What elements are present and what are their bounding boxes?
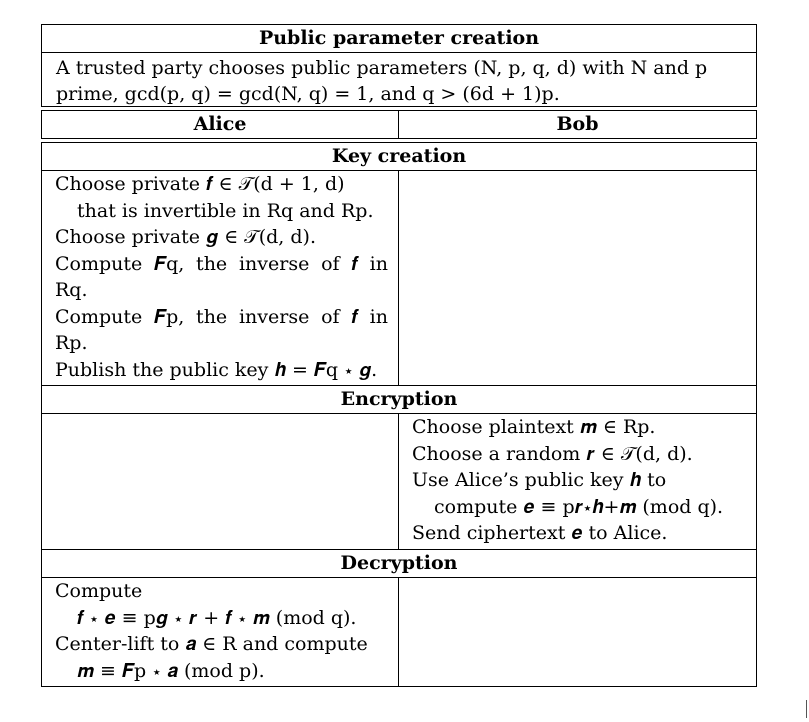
alice-header: Alice xyxy=(42,111,399,138)
public-parameter-title: Public parameter creation xyxy=(42,25,756,53)
key-creation-row: Choose private 𝒇 ∈ 𝒯(d + 1, d) that is i… xyxy=(42,171,756,386)
encryption-title: Encryption xyxy=(42,386,756,414)
dec-line: Center-lift to 𝒂 ∈ R and compute xyxy=(55,633,368,655)
dec-line: 𝒇 ⋆ 𝒆 ≡ p𝒈 ⋆ 𝒓 + 𝒇 ⋆ 𝒎 (mod q). xyxy=(77,606,357,629)
enc-line: Send ciphertext 𝒆 to Alice. xyxy=(412,522,668,544)
decryption-bob-cell xyxy=(399,578,756,687)
enc-line: Choose plaintext 𝒎 ∈ Rp. xyxy=(412,416,656,438)
public-parameter-line-2: prime, gcd(p, q) = gcd(N, q) = 1, and q … xyxy=(56,83,560,105)
public-parameter-box: Public parameter creation A trusted part… xyxy=(41,24,757,107)
enc-line: Use Alice’s public key 𝒉 to xyxy=(412,469,667,491)
key-line: Publish the public key 𝒉 = 𝑭q ⋆ 𝒈. xyxy=(55,358,378,381)
key-line: Rq. xyxy=(55,279,88,301)
enc-line: compute 𝒆 ≡ p𝒓⋆𝒉+𝒎 (mod q). xyxy=(434,495,724,518)
encryption-bob-cell: Choose plaintext 𝒎 ∈ Rp. Choose a random… xyxy=(399,414,756,549)
key-line: Choose private 𝒇 ∈ 𝒯(d + 1, d) xyxy=(55,173,345,195)
key-line: Compute 𝑭q, the inverse of 𝒇 in xyxy=(55,252,388,275)
key-line: Compute 𝑭p, the inverse of 𝒇 in xyxy=(55,305,388,328)
key-line: Choose private 𝒈 ∈ 𝒯(d, d). xyxy=(55,226,317,248)
decryption-title: Decryption xyxy=(42,550,756,578)
dec-line: 𝒎 ≡ 𝑭p ⋆ 𝒂 (mod p). xyxy=(77,659,265,682)
party-header: Alice Bob xyxy=(41,110,757,139)
dec-line: Compute xyxy=(55,580,143,602)
key-creation-title: Key creation xyxy=(42,143,756,171)
bob-header: Bob xyxy=(556,113,599,135)
protocol-table: Key creation Choose private 𝒇 ∈ 𝒯(d + 1,… xyxy=(41,142,757,687)
decryption-row: Compute 𝒇 ⋆ 𝒆 ≡ p𝒈 ⋆ 𝒓 + 𝒇 ⋆ 𝒎 (mod q). … xyxy=(42,578,756,687)
key-line: that is invertible in Rq and Rp. xyxy=(77,199,374,222)
enc-line: Choose a random 𝒓 ∈ 𝒯(d, d). xyxy=(412,442,693,465)
encryption-alice-cell xyxy=(42,414,399,549)
key-creation-bob-cell xyxy=(399,171,756,385)
encryption-row: Choose plaintext 𝒎 ∈ Rp. Choose a random… xyxy=(42,414,756,550)
text-cursor xyxy=(806,700,807,718)
key-line: Rp. xyxy=(55,332,88,354)
public-parameter-text: A trusted party chooses public parameter… xyxy=(42,53,756,107)
key-creation-alice-cell: Choose private 𝒇 ∈ 𝒯(d + 1, d) that is i… xyxy=(42,171,399,385)
public-parameter-line-1: A trusted party chooses public parameter… xyxy=(56,57,708,79)
decryption-alice-cell: Compute 𝒇 ⋆ 𝒆 ≡ p𝒈 ⋆ 𝒓 + 𝒇 ⋆ 𝒎 (mod q). … xyxy=(42,578,399,687)
